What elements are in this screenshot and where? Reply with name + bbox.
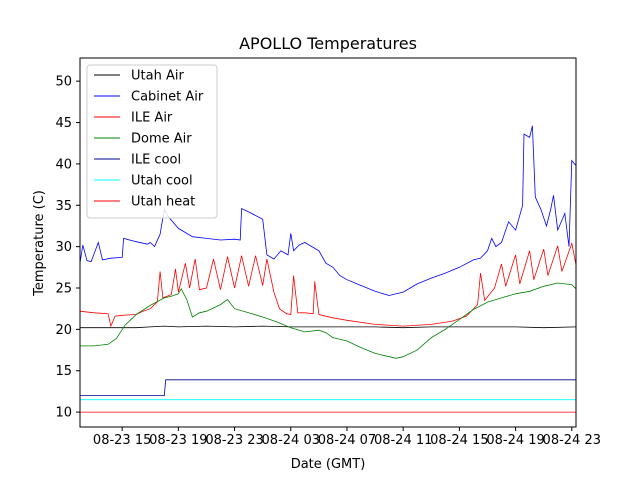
x-tick-label: 08-24 07 <box>318 433 376 448</box>
y-tick-label: 25 <box>55 282 72 297</box>
series-line-ile-air <box>79 241 577 328</box>
series-layer <box>79 125 577 413</box>
legend: Utah Air Cabinet Air ILE Air Dome Air ILE co… <box>86 64 218 219</box>
y-tick-label: 15 <box>55 364 72 379</box>
x-tick-label: 08-23 19 <box>149 433 207 448</box>
y-tick-label: 50 <box>55 75 72 90</box>
y-tick-label: 10 <box>55 406 72 421</box>
x-tick-label: 08-24 15 <box>430 433 488 448</box>
series-line-cabinet-air <box>79 125 577 296</box>
x-tick-label: 08-24 23 <box>543 433 601 448</box>
legend-label: Dome Air <box>131 132 192 147</box>
x-tick-label: 08-23 15 <box>93 433 151 448</box>
y-axis-label: Temperature (C) <box>32 190 47 297</box>
series-line-ile-cool <box>80 379 576 397</box>
legend-label: Utah cool <box>131 174 193 189</box>
legend-label: Utah heat <box>131 195 195 210</box>
x-tick-label: 08-24 19 <box>486 433 544 448</box>
legend-label: ILE Air <box>131 111 173 126</box>
y-tick-label: 40 <box>55 157 72 172</box>
x-axis-label: Date (GMT) <box>291 457 366 472</box>
plot-frame <box>79 57 577 428</box>
series-line-utah-air <box>80 325 577 329</box>
chart-title: APOLLO Temperatures <box>239 34 417 53</box>
y-tick-label: 20 <box>55 323 72 338</box>
x-tick-label: 08-24 11 <box>374 433 432 448</box>
legend-label: ILE cool <box>131 153 181 168</box>
legend-label: Cabinet Air <box>131 90 204 105</box>
y-tick-label: 35 <box>55 199 72 214</box>
x-tick-label: 08-24 03 <box>262 433 320 448</box>
y-tick-label: 45 <box>55 116 72 131</box>
y-tick-label: 30 <box>55 240 72 255</box>
series-line-dome-air <box>80 282 577 359</box>
x-tick-label: 08-23 23 <box>205 433 263 448</box>
legend-label: Utah Air <box>131 69 184 84</box>
